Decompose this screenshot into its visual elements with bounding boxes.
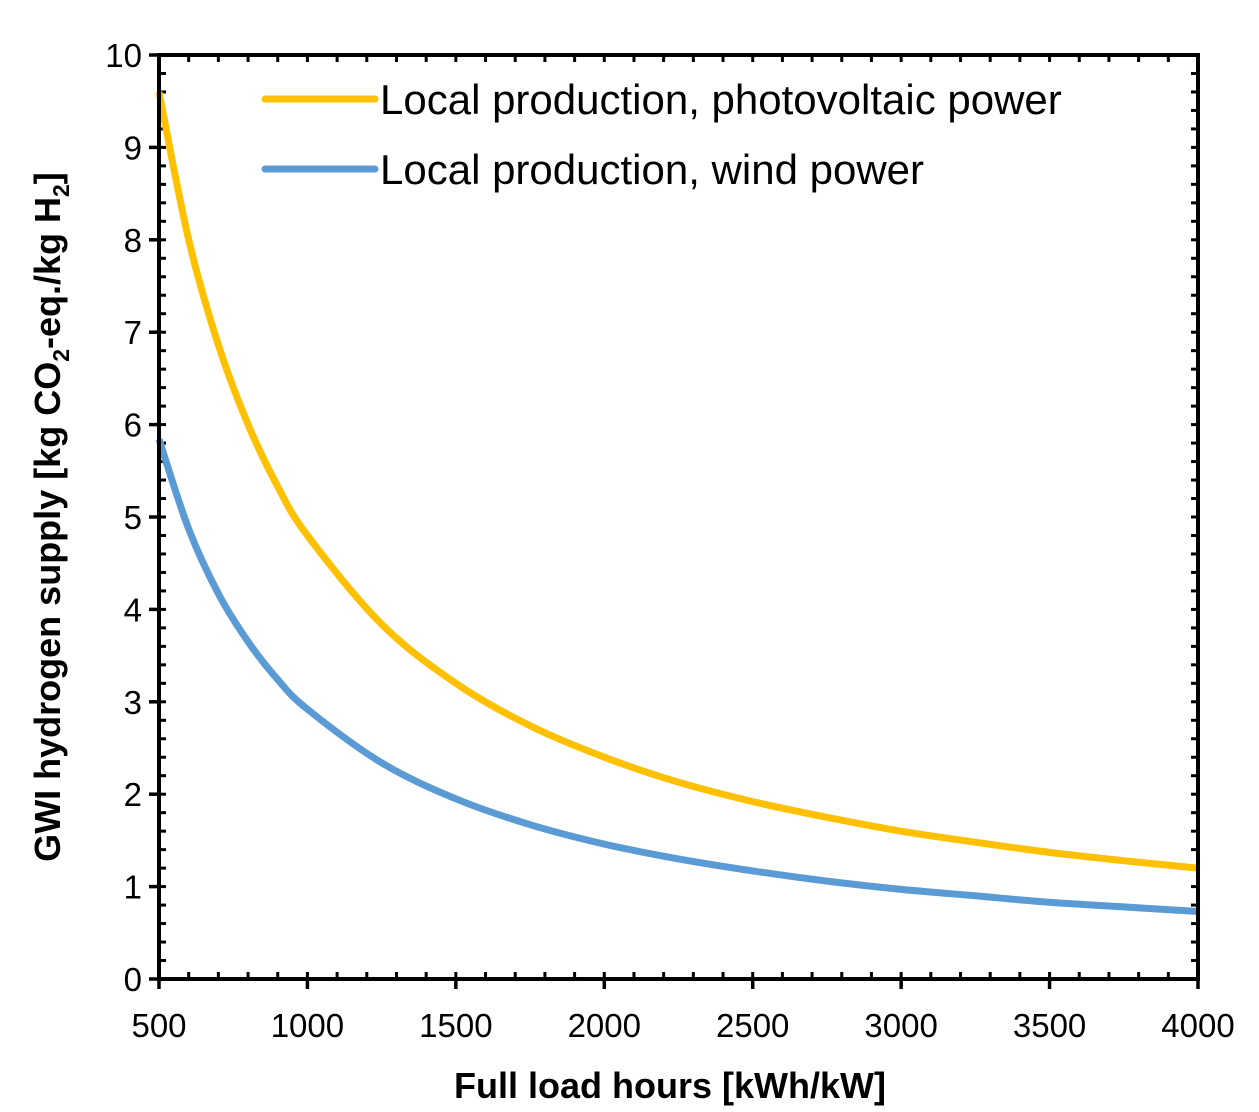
y-tick-label: 7 xyxy=(124,314,142,351)
x-tick-label: 2000 xyxy=(568,1007,641,1044)
x-tick-label: 4000 xyxy=(1161,1007,1234,1044)
x-tick-label: 2500 xyxy=(716,1007,789,1044)
legend: Local production, photovoltaic power Loc… xyxy=(261,76,1062,193)
y-tick-labels: 0 1 2 3 4 5 6 7 8 9 10 xyxy=(105,37,142,998)
series-layer xyxy=(155,91,1199,915)
y-tick-label: 5 xyxy=(124,499,142,536)
x-axis-title: Full load hours [kWh/kW] xyxy=(454,1065,886,1106)
y-tick-label: 0 xyxy=(124,961,142,998)
y-tick-label: 4 xyxy=(124,591,142,628)
y-tick-label: 10 xyxy=(105,37,142,74)
x-tick-label: 1500 xyxy=(419,1007,492,1044)
y-tick-label: 9 xyxy=(124,129,142,166)
y-axis-title: GWI hydrogen supply [kg CO2-eq./kg H2] xyxy=(27,172,74,862)
y-tick-label: 1 xyxy=(124,869,142,906)
y-tick-label: 2 xyxy=(124,776,142,813)
x-tick-labels: 500 1000 1500 2000 2500 3000 3500 4000 xyxy=(131,1007,1234,1044)
x-tick-label: 3000 xyxy=(864,1007,937,1044)
x-tick-label: 1000 xyxy=(271,1007,344,1044)
plot-frame xyxy=(157,53,1200,981)
series-line-1 xyxy=(155,438,1199,915)
y-tick-label: 3 xyxy=(124,684,142,721)
x-tick-label: 3500 xyxy=(1013,1007,1086,1044)
y-tick-label: 6 xyxy=(124,407,142,444)
legend-label-photovoltaic: Local production, photovoltaic power xyxy=(380,76,1062,123)
minor-ticks xyxy=(159,55,1198,979)
y-tick-label: 8 xyxy=(124,222,142,259)
legend-label-wind: Local production, wind power xyxy=(380,146,924,193)
x-tick-label: 500 xyxy=(131,1007,186,1044)
series-line-0 xyxy=(155,91,1199,872)
